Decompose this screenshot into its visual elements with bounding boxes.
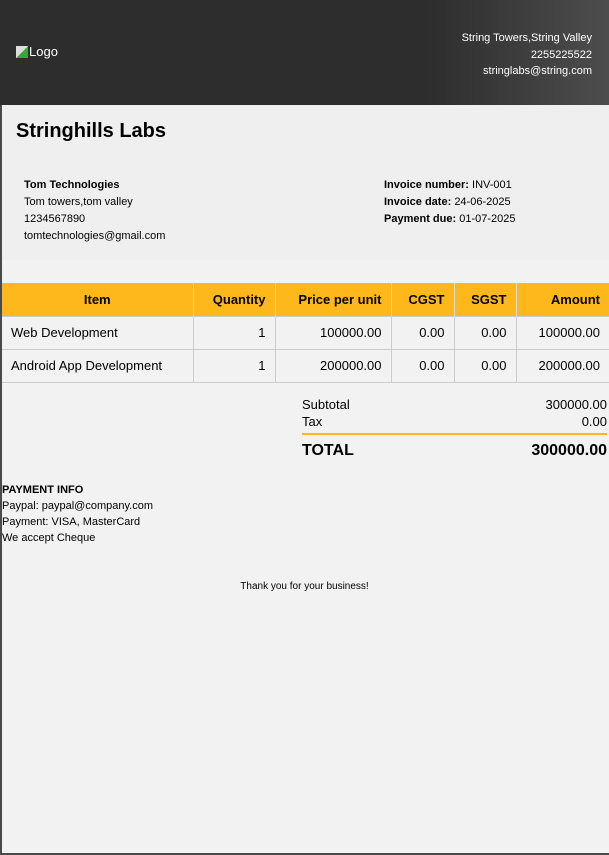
payment-due: 01-07-2025 <box>459 213 516 225</box>
invoice-header: Logo String Towers,String Valley 2255225… <box>0 0 609 105</box>
subtotal-label: Subtotal <box>302 397 350 412</box>
totals-section: Subtotal 300000.00 Tax 0.00 TOTAL 300000.00 <box>302 396 607 459</box>
table-row: Android App Development 1 200000.00 0.00 0.0… <box>2 348 609 383</box>
company-contact: String Towers,String Valley 2255225522 s… <box>462 30 592 80</box>
table-cell: Android App Development <box>2 348 194 383</box>
table-cell: 1 <box>192 348 276 383</box>
items-table: Item Quantity Price per unit CGST SGST A… <box>2 283 609 383</box>
invoice-date: 24-06-2025 <box>454 196 511 208</box>
table-header-row: Item Quantity Price per unit CGST SGST A… <box>2 283 609 316</box>
payment-line: We accept Cheque <box>2 532 96 544</box>
broken-image-icon <box>16 45 28 58</box>
column-header: Amount <box>515 283 609 316</box>
payment-due-label: Payment due: <box>384 213 457 225</box>
column-header: SGST <box>453 283 516 316</box>
column-header: Item <box>2 283 193 316</box>
invoice-number: INV-001 <box>472 179 512 191</box>
table-cell: 100000.00 <box>274 315 392 350</box>
invoice-date-label: Invoice date: <box>384 196 452 208</box>
client-info: Tom Technologies Tom towers,tom valley 1… <box>24 177 165 245</box>
invoice-meta: Invoice number: INV-001 Invoice date: 24… <box>384 177 515 228</box>
logo: Logo <box>16 44 58 59</box>
client-name: Tom Technologies <box>24 179 120 191</box>
column-header: Price per unit <box>274 283 391 316</box>
table-cell: Web Development <box>2 315 194 350</box>
subtotal-value: 300000.00 <box>545 397 607 412</box>
invoice-number-label: Invoice number: <box>384 179 469 191</box>
payment-info: PAYMENT INFO Paypal: paypal@company.com … <box>2 482 153 546</box>
thank-you-note: Thank you for your business! <box>240 581 369 592</box>
info-band <box>2 105 609 260</box>
table-row: Web Development 1 100000.00 0.00 0.00 100000.… <box>2 315 609 350</box>
column-header: Quantity <box>192 283 275 316</box>
table-cell: 1 <box>192 315 276 350</box>
table-cell: 100000.00 <box>515 315 609 350</box>
totals-divider <box>302 433 607 435</box>
table-cell: 0.00 <box>453 348 517 383</box>
table-cell: 200000.00 <box>274 348 392 383</box>
table-cell: 0.00 <box>390 315 455 350</box>
client-email: tomtechnologies@gmail.com <box>24 230 166 242</box>
payment-info-title: PAYMENT INFO <box>2 484 84 496</box>
client-address: Tom towers,tom valley <box>24 196 133 208</box>
payment-line: Paypal: paypal@company.com <box>2 500 153 512</box>
company-address: String Towers,String Valley <box>461 32 592 44</box>
company-email: stringlabs@string.com <box>483 65 592 77</box>
payment-line: Payment: VISA, MasterCard <box>2 516 141 528</box>
company-name: Stringhills Labs <box>16 120 167 142</box>
client-phone: 1234567890 <box>24 213 86 225</box>
tax-label: Tax <box>302 414 323 429</box>
column-header: CGST <box>390 283 454 316</box>
company-phone: 2255225522 <box>530 48 592 61</box>
table-cell: 0.00 <box>453 315 517 350</box>
total-label: TOTAL <box>302 442 354 459</box>
total-value: 300000.00 <box>531 442 607 459</box>
table-cell: 200000.00 <box>515 348 609 383</box>
logo-alt-text: Logo <box>29 44 58 59</box>
table-cell: 0.00 <box>390 348 455 383</box>
tax-value: 0.00 <box>581 414 607 429</box>
